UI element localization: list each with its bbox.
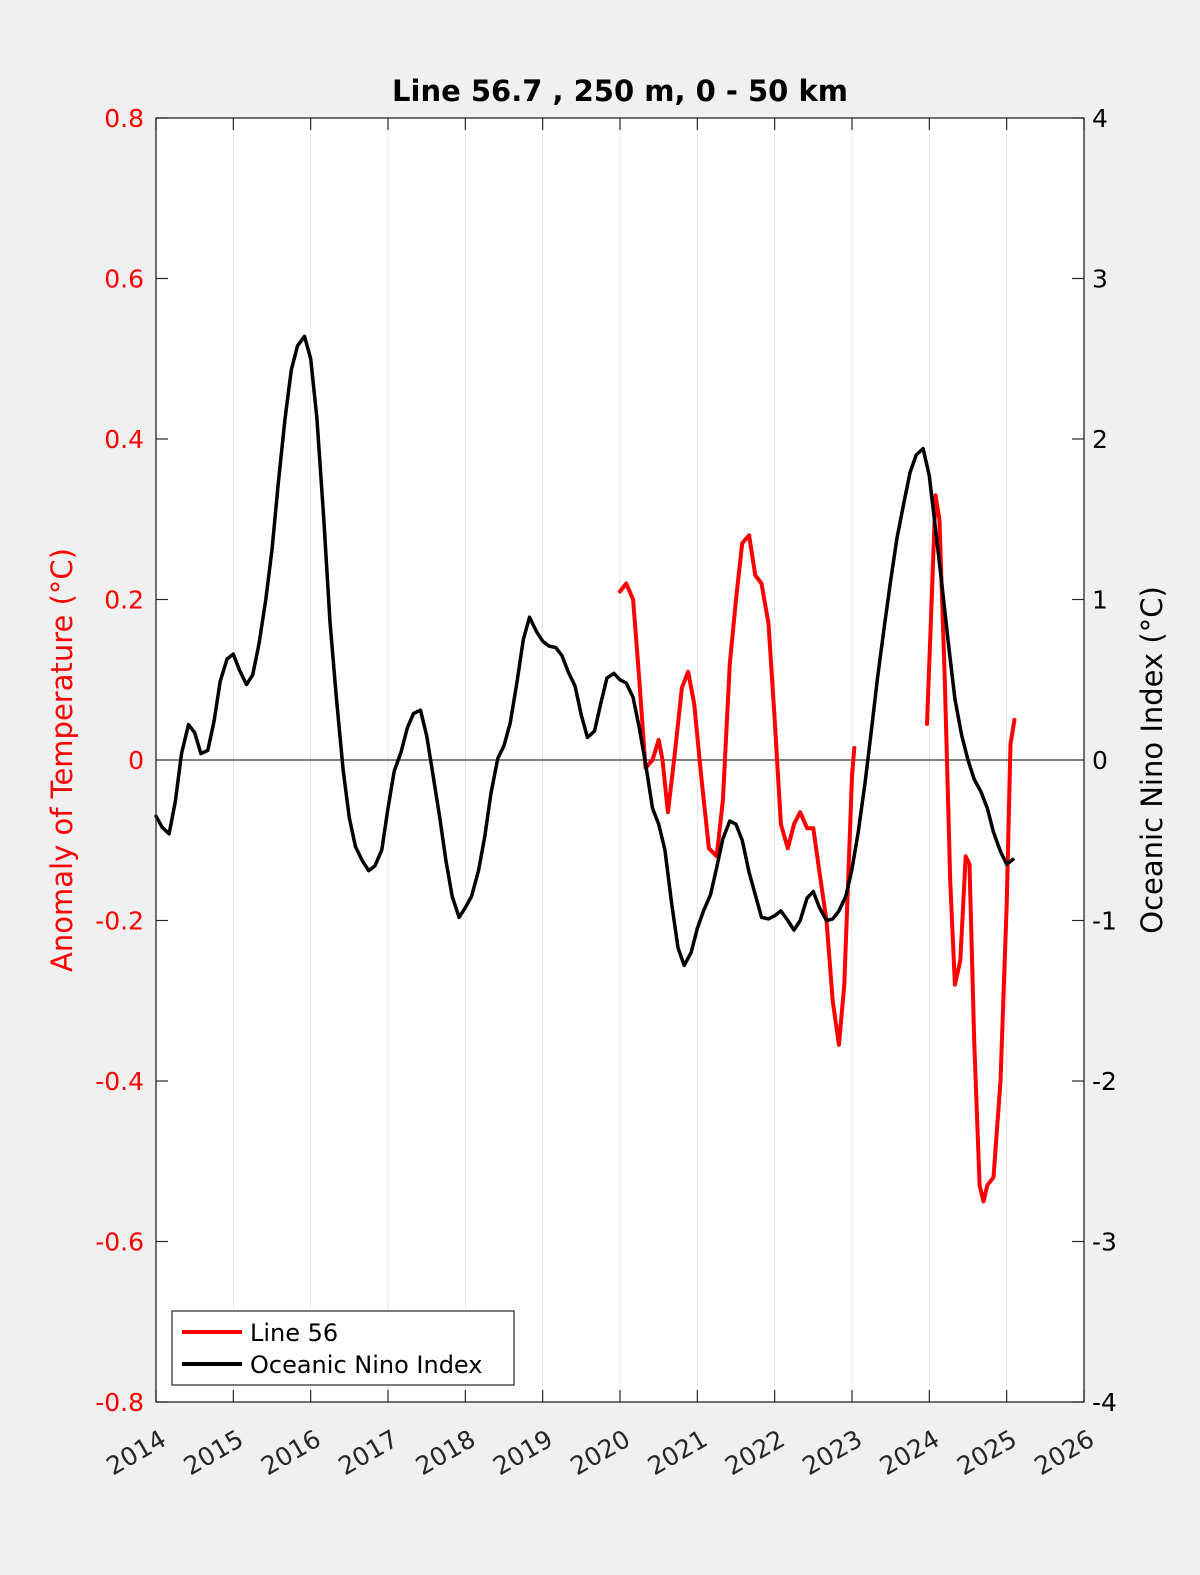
y-right-tick-label-7: 3	[1092, 265, 1108, 294]
y-left-tick-label-2: -0.4	[95, 1067, 144, 1096]
y-right-tick-label-3: -1	[1092, 907, 1117, 936]
y-right-tick-label-2: -2	[1092, 1067, 1117, 1096]
series-lines	[154, 334, 1017, 1204]
series-line56-segment-0	[618, 533, 857, 1047]
left-axis-label: Anomaly of Temperature (°C)	[45, 548, 79, 972]
y-left-tick-label-5: 0.2	[104, 586, 144, 615]
right-axis-tick-labels: -4 -3 -2 -1 0 1 2 3 4	[1092, 104, 1117, 1417]
y-right-tick-label-6: 2	[1092, 425, 1108, 454]
y-left-tick-label-4: 0	[128, 746, 144, 775]
y-right-tick-label-4: 0	[1092, 746, 1108, 775]
left-axis-tick-labels: -0.8 -0.6 -0.4 -0.2 0 0.2 0.4 0.6 0.8	[95, 104, 144, 1417]
right-axis-label: Oceanic Nino Index (°C)	[1135, 586, 1169, 934]
legend-box	[171, 1310, 515, 1386]
y-right-tick-label-5: 1	[1092, 586, 1108, 615]
y-right-tick-label-0: -4	[1092, 1388, 1117, 1417]
y-right-tick-label-8: 4	[1092, 104, 1108, 133]
y-left-tick-label-6: 0.4	[104, 425, 144, 454]
series-oni-line	[154, 334, 1015, 968]
chart-title: Line 56.7 , 250 m, 0 - 50 km	[392, 74, 848, 108]
legend-label-line56: Line 56	[250, 1319, 338, 1347]
axis-ticks	[155, 117, 1085, 1403]
y-right-tick-label-1: -3	[1092, 1228, 1117, 1257]
y-left-tick-label-7: 0.6	[104, 265, 144, 294]
legend-label-oni: Oceanic Nino Index	[250, 1351, 482, 1379]
y-left-tick-label-0: -0.8	[95, 1388, 144, 1417]
series-line56-segment-1	[925, 493, 1017, 1204]
legend: Line 56 Oceanic Nino Index	[171, 1310, 515, 1386]
y-left-tick-label-3: -0.2	[95, 907, 144, 936]
y-left-tick-label-1: -0.6	[95, 1228, 144, 1257]
y-left-tick-label-8: 0.8	[104, 104, 144, 133]
